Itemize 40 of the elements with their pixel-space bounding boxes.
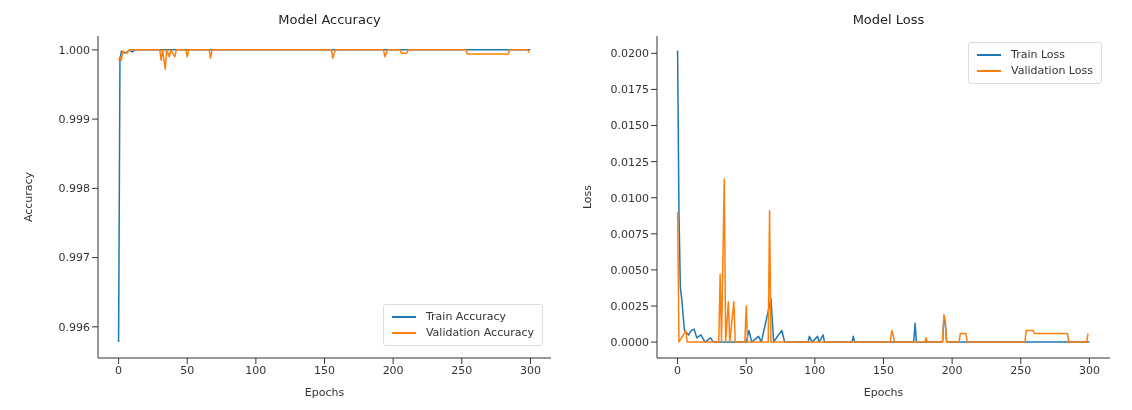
legend-label: Validation Accuracy <box>425 325 534 341</box>
legend-label: Train Loss <box>1011 47 1066 63</box>
y-tick-label: 1.000 <box>58 43 90 57</box>
x-tick-label: 0 <box>115 363 123 377</box>
x-tick-label: 50 <box>180 363 195 377</box>
line-series <box>117 49 530 70</box>
x-tick-label: 100 <box>245 363 267 377</box>
x-tick-label: 250 <box>1010 363 1032 377</box>
x-axis-title: Epochs <box>304 386 345 399</box>
x-tick-label: 200 <box>941 363 963 377</box>
y-tick-label: 0.0050 <box>610 263 649 277</box>
legend-label: Train Accuracy <box>425 309 507 325</box>
legend-label: Validation Loss <box>1011 63 1093 79</box>
y-tick-label: 0.0175 <box>610 83 649 97</box>
x-tick-label: 50 <box>739 363 754 377</box>
x-tick-label: 300 <box>519 363 541 377</box>
x-tick-label: 300 <box>1078 363 1100 377</box>
x-tick-label: 250 <box>451 363 473 377</box>
chart-title: Model Loss <box>851 12 926 27</box>
y-tick-label: 0.0100 <box>610 191 649 205</box>
y-tick-label: 0.998 <box>58 182 90 196</box>
y-tick-label: 0.0075 <box>610 227 649 241</box>
line-series <box>676 178 1089 343</box>
y-tick-label: 0.996 <box>58 320 90 334</box>
y-axis-title: Loss <box>580 184 594 210</box>
y-axis-title: Accuracy <box>21 171 35 223</box>
x-tick-label: 0 <box>674 363 682 377</box>
y-tick-label: 0.0150 <box>610 119 649 133</box>
y-tick-label: 0.997 <box>58 251 90 265</box>
x-axis-title: Epochs <box>863 386 904 399</box>
chart-title: Model Accuracy <box>277 12 382 27</box>
x-tick-label: 200 <box>382 363 404 377</box>
x-tick-label: 150 <box>314 363 335 377</box>
x-tick-label: 150 <box>873 363 894 377</box>
y-tick-label: 0.0000 <box>610 336 649 350</box>
y-tick-label: 0.0025 <box>610 299 649 313</box>
y-tick-label: 0.0125 <box>610 155 649 169</box>
y-tick-label: 0.0200 <box>610 47 649 61</box>
x-tick-label: 100 <box>804 363 826 377</box>
y-tick-label: 0.999 <box>58 113 90 126</box>
